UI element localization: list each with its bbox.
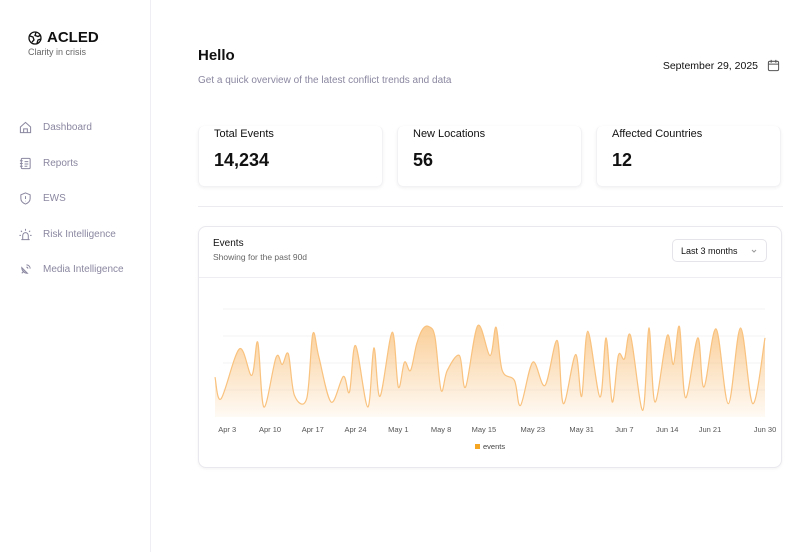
shield-alert-icon [20,192,31,205]
time-range-select[interactable]: Last 3 months [672,239,767,262]
x-tick-label: May 15 [472,425,497,434]
brand-name: ACLED [47,29,99,46]
satellite-dish-icon [21,264,31,274]
panel-subtitle: Showing for the past 90d [213,252,308,262]
x-tick-label: Apr 3 [218,425,236,434]
main-content: Hello Get a quick overview of the latest… [151,0,800,552]
siren-icon [19,228,32,240]
events-area-chart: Apr 3 Apr 10 Apr 17 Apr 24 May 1 May 8 May 15 M… [214,308,777,451]
sidebar-item-media-intelligence[interactable]: Media Intelligence [19,252,124,288]
stat-value: 56 [413,150,434,170]
date-picker[interactable]: September 29, 2025 [663,59,780,72]
sidebar-item-label: Reports [43,157,79,169]
x-tick-label: Apr 10 [259,425,281,434]
sidebar-item-reports[interactable]: Reports [19,146,124,182]
page-subtitle: Get a quick overview of the latest confl… [198,75,452,86]
chevron-down-icon [751,249,757,253]
stats-cards: Total Events 14,234 New Locations 56 Aff… [198,126,781,187]
sidebar-item-label: EWS [43,193,66,205]
stat-label: Total Events [214,128,274,140]
sidebar-item-label: Media Intelligence [43,264,124,276]
events-area-fill [215,325,765,417]
panel-title: Events [213,238,244,249]
calendar-icon[interactable] [767,59,780,72]
x-tick-label: Jun 14 [656,425,679,434]
x-tick-label: Jun 21 [699,425,722,434]
sidebar-item-dashboard[interactable]: Dashboard [19,110,124,146]
stat-label: New Locations [413,128,486,140]
x-tick-label: May 31 [569,425,594,434]
stat-card-new-locations: New Locations 56 [397,126,582,187]
stat-card-affected-countries: Affected Countries 12 [596,126,781,187]
legend-label: events [483,442,505,451]
stat-label: Affected Countries [612,128,703,140]
globe-icon [28,30,42,45]
x-tick-label: May 8 [431,425,451,434]
events-series-line [214,324,766,411]
sidebar-item-label: Risk Intelligence [43,228,116,240]
x-tick-label: Jun 7 [615,425,633,434]
notebook-icon [19,157,31,169]
x-tick-label: Apr 17 [302,425,324,434]
legend-swatch [475,444,480,449]
x-tick-label: May 23 [520,425,545,434]
events-chart-panel: Events Showing for the past 90d Last 3 m… [198,226,782,468]
stat-card-total-events: Total Events 14,234 [198,126,383,187]
sidebar-nav: Dashboard Reports EWS Risk Intelligence … [19,110,124,288]
home-icon [19,121,32,134]
stat-value: 14,234 [214,150,270,170]
brand-logo[interactable]: ACLED [28,29,99,46]
x-tick-label: Apr 24 [345,425,367,434]
sidebar: ACLED Clarity in crisis Dashboard Report… [0,0,151,552]
select-value: Last 3 months [681,245,738,256]
brand-tagline: Clarity in crisis [28,47,87,57]
sidebar-item-label: Dashboard [43,122,92,134]
current-date: September 29, 2025 [662,59,758,72]
panel-header: Events Showing for the past 90d Last 3 m… [199,227,781,278]
sidebar-item-ews[interactable]: EWS [19,181,124,217]
divider [198,206,783,207]
page-title: Hello [198,47,235,64]
stat-value: 12 [612,150,633,170]
x-tick-label: May 1 [388,425,408,434]
sidebar-item-risk-intelligence[interactable]: Risk Intelligence [19,217,124,253]
x-tick-label: Jun 30 [754,425,777,434]
